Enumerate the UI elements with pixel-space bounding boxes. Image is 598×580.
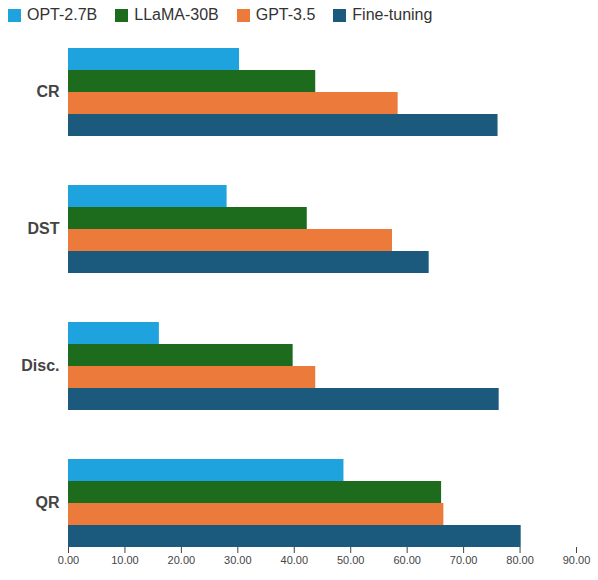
html-text:GPT-3.5: GPT-3.5 xyxy=(255,6,316,23)
html-text:Fine-tuning: Fine-tuning xyxy=(352,6,433,23)
html-text:LLaMA-30B: LLaMA-30B xyxy=(134,6,219,23)
svg-text:QR: QR xyxy=(36,494,60,511)
svg-text:Disc.: Disc. xyxy=(21,357,59,374)
svg-text:30.00: 30.00 xyxy=(224,554,252,566)
svg-text:40.00: 40.00 xyxy=(281,554,309,566)
html-text:OPT-2.7B: OPT-2.7B xyxy=(27,6,98,23)
svg-text:80.00: 80.00 xyxy=(506,554,534,566)
svg-text:70.00: 70.00 xyxy=(450,554,478,566)
svg-text:0.00: 0.00 xyxy=(58,554,79,566)
svg-text:CR: CR xyxy=(36,83,60,100)
svg-text:10.00: 10.00 xyxy=(111,554,139,566)
svg-text:50.00: 50.00 xyxy=(337,554,365,566)
svg-text:20.00: 20.00 xyxy=(168,554,196,566)
svg-text:DST: DST xyxy=(28,220,60,237)
svg-text:60.00: 60.00 xyxy=(393,554,421,566)
svg-text:90.00: 90.00 xyxy=(563,554,591,566)
